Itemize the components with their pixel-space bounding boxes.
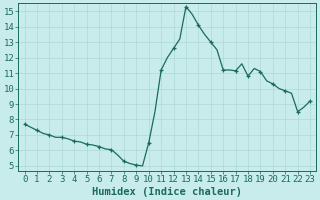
X-axis label: Humidex (Indice chaleur): Humidex (Indice chaleur): [92, 186, 242, 197]
